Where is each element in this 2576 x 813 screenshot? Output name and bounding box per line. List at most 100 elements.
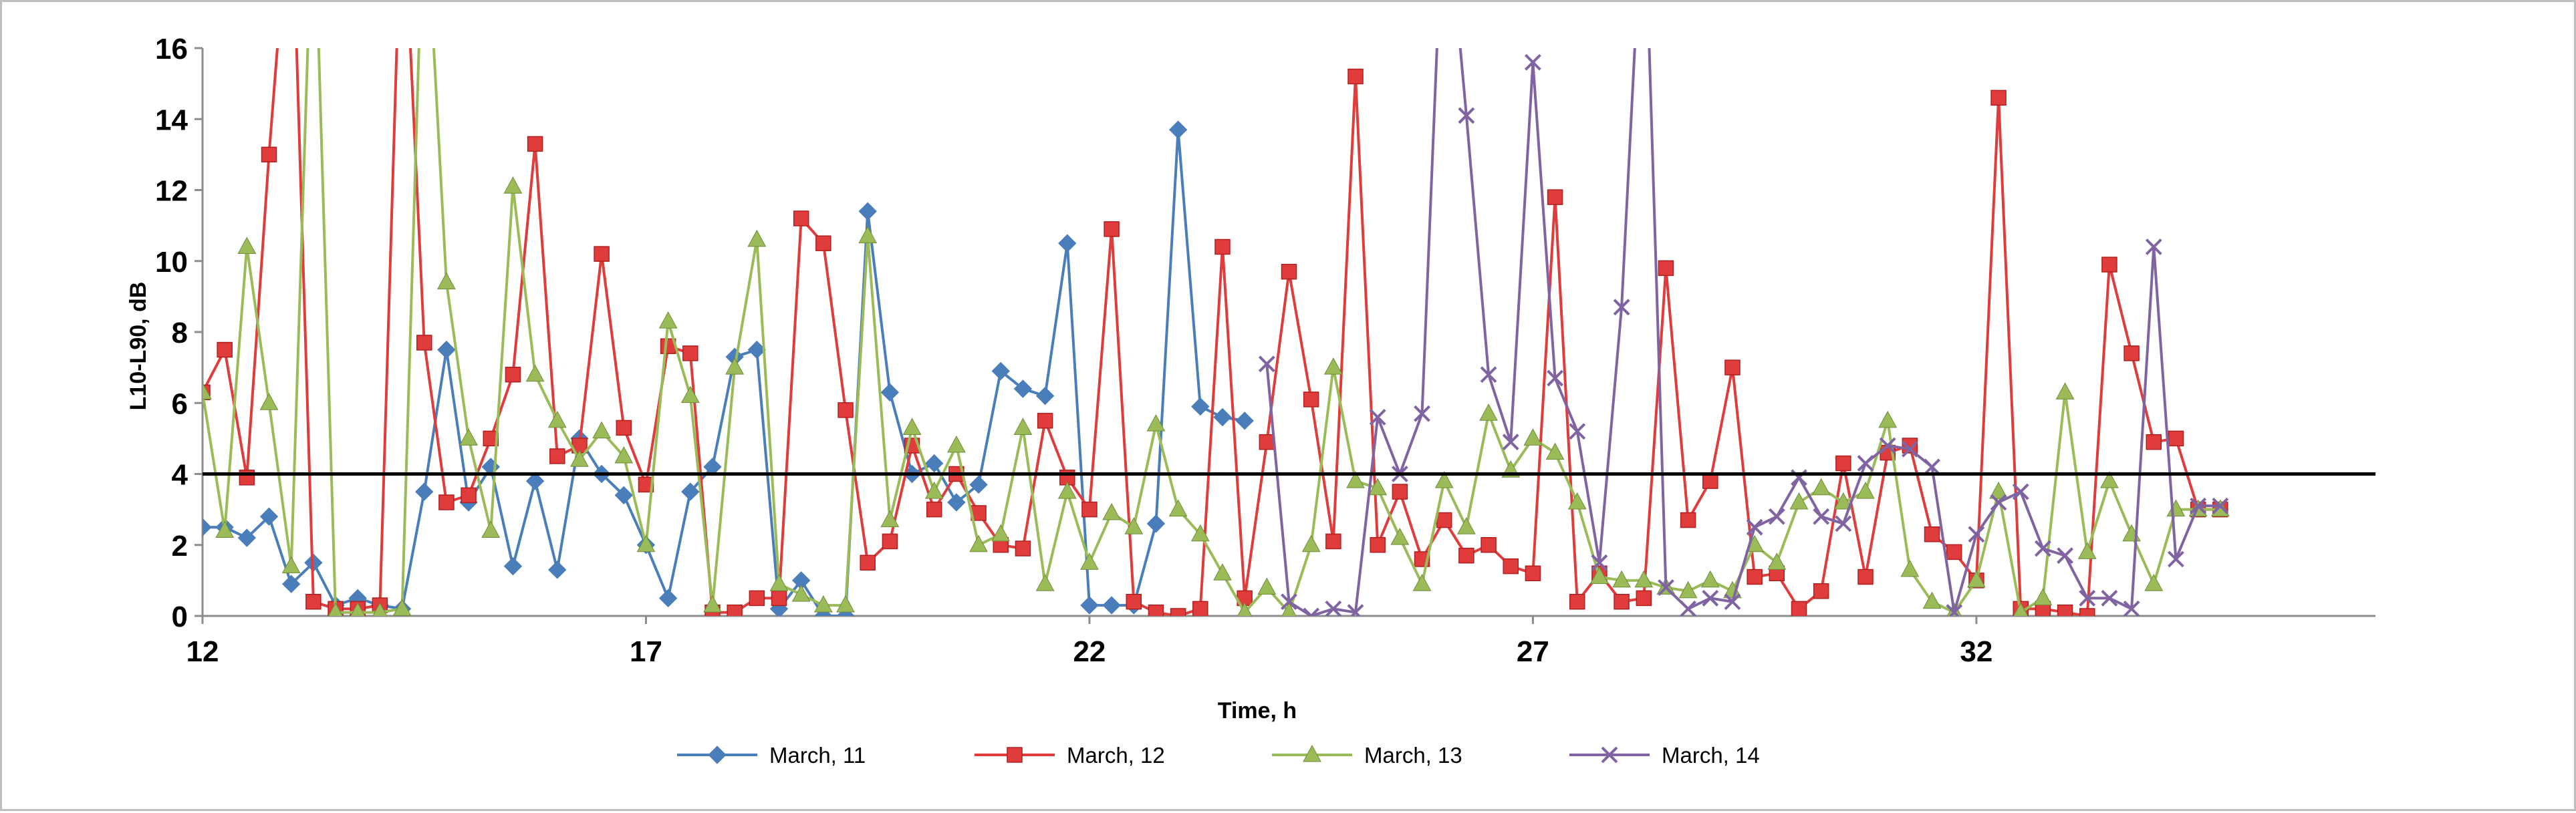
data-point (1324, 357, 1343, 375)
data-point (1281, 602, 1297, 616)
data-point (1126, 594, 1142, 610)
data-point (969, 534, 988, 552)
data-point (505, 367, 521, 383)
data-point (1168, 120, 1188, 139)
data-point (527, 136, 543, 152)
data-point (1102, 596, 1121, 615)
data-point (1835, 515, 1852, 532)
data-point (1035, 574, 1055, 591)
data-point (459, 428, 478, 446)
data-point (1857, 568, 1874, 585)
series-3 (203, 48, 2230, 616)
data-point (1700, 570, 1720, 588)
data-point (1080, 552, 1099, 570)
data-point (1258, 355, 1275, 373)
data-point (1767, 552, 1787, 570)
data-point (1524, 53, 1541, 71)
data-point (548, 560, 567, 579)
series-line (203, 128, 1245, 616)
data-point (1900, 559, 1920, 577)
data-point (1680, 600, 1697, 616)
data-point (1878, 410, 1898, 428)
data-point (1057, 482, 1077, 499)
data-point (1680, 512, 1696, 528)
data-point (503, 556, 523, 576)
data-point (1569, 423, 1586, 440)
data-point (1613, 299, 1630, 316)
data-point (1346, 471, 1365, 488)
data-point (1235, 412, 1254, 430)
data-point (1547, 369, 1563, 387)
data-point (1503, 558, 1519, 575)
legend-label: March, 14 (1662, 743, 1760, 768)
y-tick-label: 16 (155, 33, 188, 65)
data-point (594, 246, 610, 262)
data-point (1789, 492, 1809, 510)
data-point (481, 520, 501, 538)
y-tick-label: 0 (172, 601, 188, 633)
data-point (838, 402, 854, 418)
y-tick-label: 8 (172, 317, 188, 349)
data-point (1480, 537, 1497, 553)
data-point (658, 589, 678, 608)
data-point (1967, 570, 1986, 588)
data-point (1414, 405, 1430, 422)
data-point (1547, 189, 1563, 205)
data-point (924, 482, 944, 499)
data-point (1303, 391, 1319, 408)
data-point (261, 146, 277, 163)
series-layer (203, 48, 2230, 616)
x-axis-title: Time, h (1218, 698, 1297, 723)
data-point (2145, 238, 2162, 255)
data-point (1148, 604, 1164, 616)
data-point (203, 382, 212, 399)
data-point (281, 575, 301, 593)
y-tick-label: 6 (172, 387, 188, 420)
data-point (902, 418, 922, 435)
data-point (1989, 482, 2008, 499)
data-point (1591, 554, 1608, 571)
data-point (1104, 221, 1120, 237)
data-point (616, 420, 632, 436)
data-point (991, 361, 1010, 381)
data-point (2144, 574, 2164, 591)
data-point (1479, 403, 1498, 421)
data-point (1747, 568, 1763, 585)
series-line (203, 48, 2220, 614)
data-point (836, 595, 855, 613)
data-point (570, 450, 589, 467)
data-point (1237, 602, 1253, 616)
y-tick-label: 10 (155, 246, 188, 279)
data-point (1146, 414, 1166, 432)
data-point (2012, 483, 2029, 500)
data-point (703, 595, 722, 613)
data-point (2079, 608, 2095, 616)
x-tick-label: 17 (630, 635, 662, 668)
data-point (1035, 386, 1055, 405)
data-point (1436, 512, 1452, 528)
data-point (1523, 428, 1543, 446)
data-point (416, 335, 432, 351)
data-point (749, 590, 765, 607)
data-point (2034, 540, 2051, 557)
data-point (1214, 238, 1231, 255)
data-point (1856, 482, 1875, 499)
data-point (259, 507, 279, 526)
data-point (1567, 492, 1587, 510)
data-point (1813, 508, 1830, 525)
data-point (1168, 499, 1188, 517)
data-point (791, 585, 811, 602)
data-point (1678, 581, 1698, 599)
data-point (1325, 600, 1342, 616)
data-point (1037, 413, 1053, 429)
data-point (2123, 345, 2140, 361)
data-point (438, 494, 455, 510)
data-point (1434, 471, 1454, 488)
data-point (525, 472, 545, 490)
data-point (2100, 471, 2119, 488)
data-point (1392, 484, 1408, 500)
x-tick-label: 32 (1960, 635, 1992, 668)
data-point (203, 518, 212, 536)
data-point (1612, 570, 1631, 588)
data-point (592, 421, 611, 439)
